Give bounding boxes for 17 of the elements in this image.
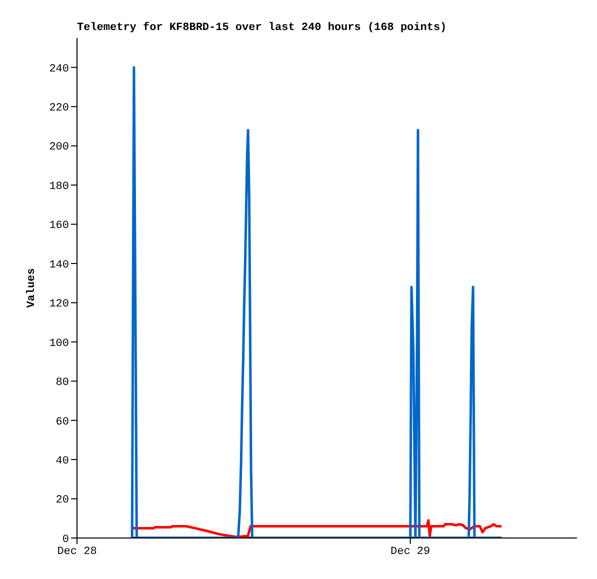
y-tick-label: 20 [56, 494, 69, 507]
y-tick-label: 220 [49, 102, 69, 115]
y-tick-label: 0 [62, 534, 69, 546]
y-tick-label: 60 [56, 416, 69, 428]
y-tick-label: 160 [49, 220, 69, 232]
x-tick-label: Dec 28 [57, 546, 97, 558]
x-tick-label: Dec 29 [390, 546, 430, 558]
y-tick-label: 140 [49, 259, 69, 272]
y-tick-label: 200 [49, 142, 69, 154]
y-tick-label: 100 [49, 338, 69, 350]
y-axis-title: Values [26, 268, 38, 308]
chart-title: Telemetry for KF8BRD-15 over last 240 hours (168 points) [77, 22, 447, 34]
y-tick-label: 240 [49, 63, 69, 76]
y-tick-label: 40 [56, 455, 69, 468]
y-tick-label: 180 [49, 180, 69, 193]
y-tick-label: 120 [49, 298, 69, 311]
y-tick-label: 80 [56, 377, 69, 390]
